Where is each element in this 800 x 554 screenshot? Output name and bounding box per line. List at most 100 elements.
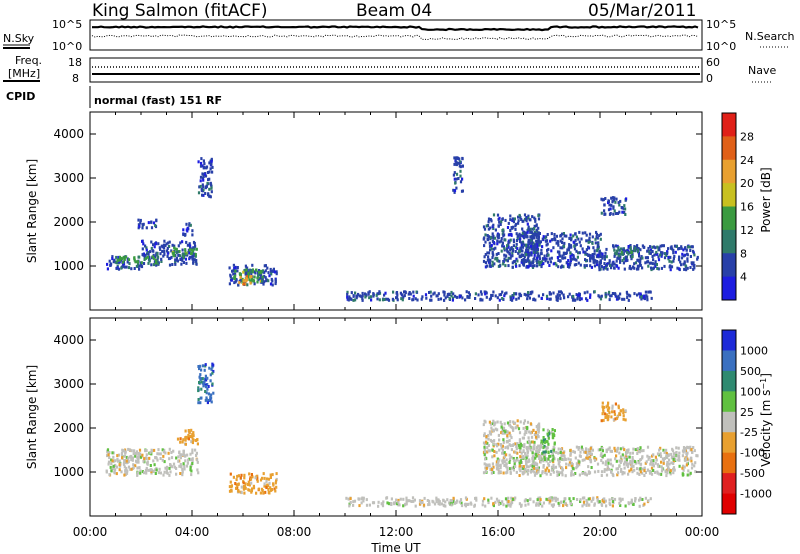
power-cell: [512, 240, 516, 244]
power-cell: [523, 213, 527, 217]
power-cell: [555, 295, 558, 299]
velocity-cell: [506, 470, 509, 474]
power-cell: [544, 257, 547, 261]
velocity-cell: [627, 472, 630, 476]
velocity-cell: [518, 460, 521, 463]
velocity-cell: [106, 454, 109, 458]
velocity-colorbar-label: Velocity [m s−1]: [759, 373, 774, 467]
power-cell: [520, 260, 523, 264]
power-cell: [483, 236, 486, 240]
velocity-cell: [159, 471, 162, 475]
time-tick-label: 12:00: [379, 525, 414, 539]
power-cell: [487, 227, 490, 231]
velocity-cell: [262, 472, 265, 476]
power-cell: [206, 181, 209, 185]
power-cell: [520, 218, 523, 221]
velocity-cell: [616, 473, 619, 477]
power-cell: [163, 239, 166, 243]
velocity-cell: [107, 460, 111, 464]
power-cell: [488, 261, 491, 265]
velocity-cell: [576, 498, 579, 501]
power-cell: [567, 248, 571, 252]
power-cell: [597, 241, 600, 245]
power-cell: [522, 242, 525, 246]
velocity-cell: [674, 451, 677, 455]
velocity-cell: [492, 419, 495, 423]
power-colorbar-swatch: [722, 229, 736, 254]
velocity-cell: [693, 464, 696, 468]
velocity-cell: [197, 471, 200, 475]
power-cell: [507, 233, 510, 237]
velocity-cell: [686, 473, 689, 477]
power-cell: [270, 277, 273, 281]
velocity-cell: [600, 459, 603, 462]
power-cell: [493, 262, 496, 266]
velocity-cell: [268, 481, 271, 485]
power-cell: [120, 258, 123, 262]
power-cell: [496, 258, 499, 262]
power-cell: [494, 228, 497, 232]
velocity-cell: [678, 451, 681, 455]
power-cell: [532, 241, 535, 245]
power-cell: [202, 165, 206, 169]
velocity-cell: [567, 457, 570, 461]
power-cell: [378, 298, 381, 302]
velocity-cell: [555, 470, 559, 474]
velocity-cell: [613, 497, 617, 501]
velocity-cell: [536, 427, 539, 431]
power-cell: [583, 291, 586, 295]
power-cell: [689, 266, 692, 269]
power-cell: [376, 297, 379, 301]
velocity-cell: [569, 501, 572, 505]
power-cell: [444, 296, 447, 300]
power-cell: [350, 291, 353, 295]
velocity-cell: [200, 387, 203, 391]
velocity-cell: [496, 464, 500, 468]
velocity-cell: [386, 501, 389, 505]
power-cell: [381, 298, 385, 302]
velocity-cell: [544, 471, 547, 475]
power-cell: [534, 217, 537, 221]
velocity-cell: [199, 401, 202, 405]
velocity-cell: [524, 458, 527, 462]
power-cell: [628, 264, 632, 268]
power-cell: [452, 173, 455, 177]
power-cell: [164, 244, 167, 247]
velocity-cell: [526, 499, 529, 503]
power-cell: [627, 293, 631, 297]
power-cell: [615, 249, 618, 253]
power-cell: [588, 237, 591, 241]
power-cell: [647, 264, 650, 268]
velocity-cell: [492, 504, 495, 508]
velocity-cell: [588, 451, 591, 455]
power-cell: [640, 297, 643, 301]
power-cell: [595, 235, 598, 239]
velocity-cell: [502, 503, 505, 507]
velocity-cell: [512, 420, 515, 424]
velocity-cell: [547, 436, 550, 440]
velocity-cell: [184, 429, 187, 433]
power-cell: [684, 246, 687, 250]
power-cell: [502, 298, 505, 301]
power-cell: [503, 246, 506, 250]
velocity-cell: [150, 470, 153, 474]
velocity-cell: [551, 498, 554, 502]
velocity-cell: [432, 500, 435, 504]
velocity-cell: [539, 496, 542, 500]
velocity-cell: [657, 465, 660, 468]
velocity-cell: [677, 458, 680, 462]
power-cell: [368, 290, 371, 294]
power-cell: [232, 263, 235, 267]
power-cell: [631, 255, 634, 259]
velocity-cell: [150, 448, 153, 452]
power-cell: [507, 221, 510, 225]
power-cell: [552, 291, 555, 295]
velocity-cell: [562, 504, 565, 508]
power-cell: [531, 264, 534, 268]
velocity-colorbar-tick: 25: [740, 406, 754, 419]
power-cell: [520, 241, 523, 245]
power-cell: [496, 239, 499, 243]
power-cell: [550, 256, 553, 260]
power-cell: [361, 294, 364, 298]
velocity-cell: [530, 430, 533, 434]
